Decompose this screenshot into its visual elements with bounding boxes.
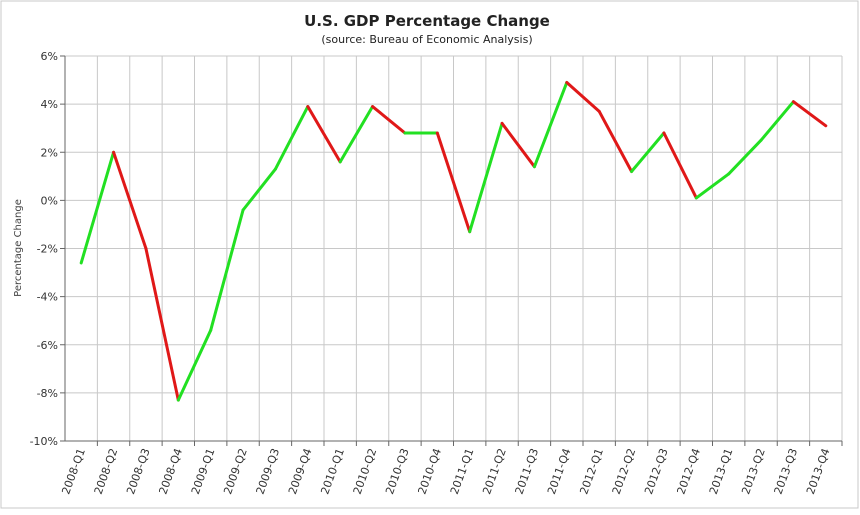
series-segment (468, 121, 504, 234)
series-segment (662, 131, 698, 200)
y-tick-label: -6% (37, 339, 58, 352)
series-segment (371, 105, 407, 135)
y-tick-label: 0% (41, 194, 58, 207)
y-tick-label: 6% (41, 50, 58, 63)
gdp-series (79, 80, 828, 402)
series-segment (79, 150, 116, 265)
y-tick-label: -4% (37, 291, 58, 304)
series-segment (532, 80, 569, 169)
series-segment (435, 131, 472, 234)
series-segment (273, 105, 310, 171)
series-segment (791, 100, 828, 128)
series-segment (694, 172, 731, 200)
chart-title: U.S. GDP Percentage Change (304, 12, 550, 30)
series-segment (306, 105, 342, 164)
series-segment (630, 131, 666, 173)
series-segment (500, 121, 536, 169)
series-segment (338, 105, 375, 164)
y-tick-labels: -10% -8% -6% -4% -2% 0% 2% 4% 6% (30, 50, 58, 448)
y-tick-label: -10% (30, 435, 58, 448)
series-segment (176, 328, 213, 402)
series-segment (759, 100, 795, 142)
series-segment (209, 208, 245, 332)
series-segment (727, 138, 763, 176)
y-tick-label: 2% (41, 146, 58, 159)
series-segment (565, 80, 601, 113)
series-segment (144, 247, 180, 402)
series-segment (597, 109, 634, 173)
y-axis-label: Percentage Change (13, 199, 24, 297)
chart-subtitle: (source: Bureau of Economic Analysis) (321, 33, 532, 46)
axes (60, 55, 843, 446)
y-tick-label: -8% (37, 387, 58, 400)
y-tick-label: 4% (41, 98, 58, 111)
series-segment (241, 167, 277, 212)
series-segment (112, 150, 148, 250)
y-tick-label: -2% (37, 243, 58, 256)
